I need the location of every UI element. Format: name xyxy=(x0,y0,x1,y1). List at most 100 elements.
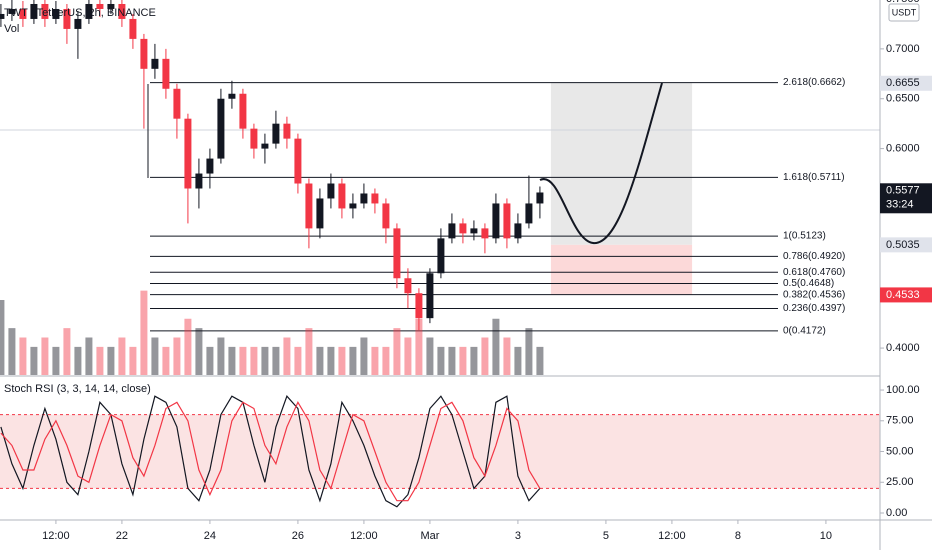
volume-bar xyxy=(140,290,148,375)
volume-bar xyxy=(52,346,60,375)
candle-body xyxy=(514,223,522,239)
projection-path xyxy=(539,82,663,245)
volume-bar xyxy=(85,337,93,375)
candle-body xyxy=(448,223,456,239)
candle-body xyxy=(239,93,247,129)
indicator-title: Stoch RSI (3, 3, 14, 14, close) xyxy=(4,383,151,395)
volume-bar xyxy=(481,337,489,375)
candle-body xyxy=(63,8,71,29)
volume-bar xyxy=(349,346,357,375)
candle-body xyxy=(85,3,93,19)
candle-body xyxy=(349,203,357,209)
y-tick-label: 0.00 xyxy=(886,507,907,519)
volume-bar xyxy=(96,346,104,375)
price-marker xyxy=(880,75,932,91)
x-tick-label: 12:00 xyxy=(658,530,686,542)
candle-body xyxy=(382,203,390,229)
candle-body xyxy=(140,38,148,69)
volume-bar xyxy=(503,337,511,375)
candle-body xyxy=(129,18,137,39)
price-marker-label: 0.5035 xyxy=(886,239,920,251)
candle-body xyxy=(503,203,511,239)
candle-body xyxy=(415,293,423,319)
countdown-label: 33:24 xyxy=(886,199,914,211)
volume-bar xyxy=(404,337,412,375)
x-tick-label: Mar xyxy=(420,530,439,542)
volume-bar xyxy=(228,346,236,375)
volume-bar xyxy=(118,337,126,375)
volume-bar xyxy=(536,346,544,375)
volume-label: Vol xyxy=(4,23,19,35)
volume-bar xyxy=(426,337,434,375)
candle-body xyxy=(426,273,434,319)
volume-bar xyxy=(173,337,181,375)
y-tick-label: 0.7500 xyxy=(886,0,920,5)
volume-bar xyxy=(206,346,214,375)
volume-bar xyxy=(382,346,390,375)
candle-body xyxy=(8,8,16,14)
y-tick-label: 0.7000 xyxy=(886,43,920,55)
candle-body xyxy=(327,183,335,199)
x-tick-label: 5 xyxy=(603,530,609,542)
volume-bar xyxy=(63,328,71,375)
volume-bar xyxy=(19,337,27,375)
candle-body xyxy=(74,18,82,29)
candle-body xyxy=(96,3,104,9)
volume-bar xyxy=(250,346,258,375)
y-tick-label: 0.6500 xyxy=(886,93,920,105)
candle-body xyxy=(118,3,126,19)
x-tick-label: 12:00 xyxy=(350,530,378,542)
target-zone xyxy=(550,82,693,245)
currency-box[interactable] xyxy=(888,3,920,22)
volume-bar xyxy=(514,346,522,375)
currency-label: USDT xyxy=(892,7,917,17)
volume-bar xyxy=(41,337,49,375)
volume-bar xyxy=(316,346,324,375)
candle-body xyxy=(228,93,236,99)
x-tick-label: 3 xyxy=(515,530,521,542)
price-marker-label: 0.6655 xyxy=(886,77,920,89)
volume-bar xyxy=(305,328,313,375)
candle-body xyxy=(52,8,60,19)
volume-bar xyxy=(217,337,225,375)
candle-body xyxy=(173,88,181,119)
x-tick-label: 26 xyxy=(292,530,304,542)
fib-label: 0.786(0.4920) xyxy=(783,251,845,262)
volume-bar xyxy=(327,346,335,375)
volume-bar xyxy=(74,346,82,375)
candle-body xyxy=(316,198,324,229)
volume-bar xyxy=(393,328,401,375)
candle-body xyxy=(393,228,401,279)
candle-body xyxy=(536,192,544,204)
volume-bar xyxy=(0,300,5,375)
candle-body xyxy=(30,3,38,19)
x-tick-label: 24 xyxy=(204,530,216,542)
y-tick-label: 0.4000 xyxy=(886,342,920,354)
volume-bar xyxy=(294,346,302,375)
volume-bar xyxy=(129,346,137,375)
volume-bar xyxy=(470,346,478,375)
price-marker-label: 0.5577 xyxy=(886,185,920,197)
candle-body xyxy=(525,203,533,224)
price-marker-label: 0.4533 xyxy=(886,289,920,301)
fib-label: 2.618(0.6662) xyxy=(783,77,845,88)
candle-body xyxy=(294,138,302,184)
volume-bar xyxy=(525,328,533,375)
volume-bar xyxy=(184,318,192,375)
indicator-band xyxy=(0,414,880,489)
candle-body xyxy=(41,3,49,19)
candle-body xyxy=(162,58,170,89)
candle-body xyxy=(107,3,115,9)
volume-bar xyxy=(239,346,247,375)
chart-title: TWT / TetherUS, 2h, BINANCE xyxy=(4,7,156,19)
candle-body xyxy=(19,8,27,19)
y-tick-label: 100.00 xyxy=(886,384,920,396)
candle-body xyxy=(404,278,412,294)
volume-bar xyxy=(283,337,291,375)
volume-bar xyxy=(272,346,280,375)
candle-body xyxy=(195,173,203,189)
volume-bar xyxy=(338,346,346,375)
y-tick-label: 25.00 xyxy=(886,476,914,488)
candle-body xyxy=(360,193,368,204)
x-tick-label: 12:00 xyxy=(42,530,70,542)
